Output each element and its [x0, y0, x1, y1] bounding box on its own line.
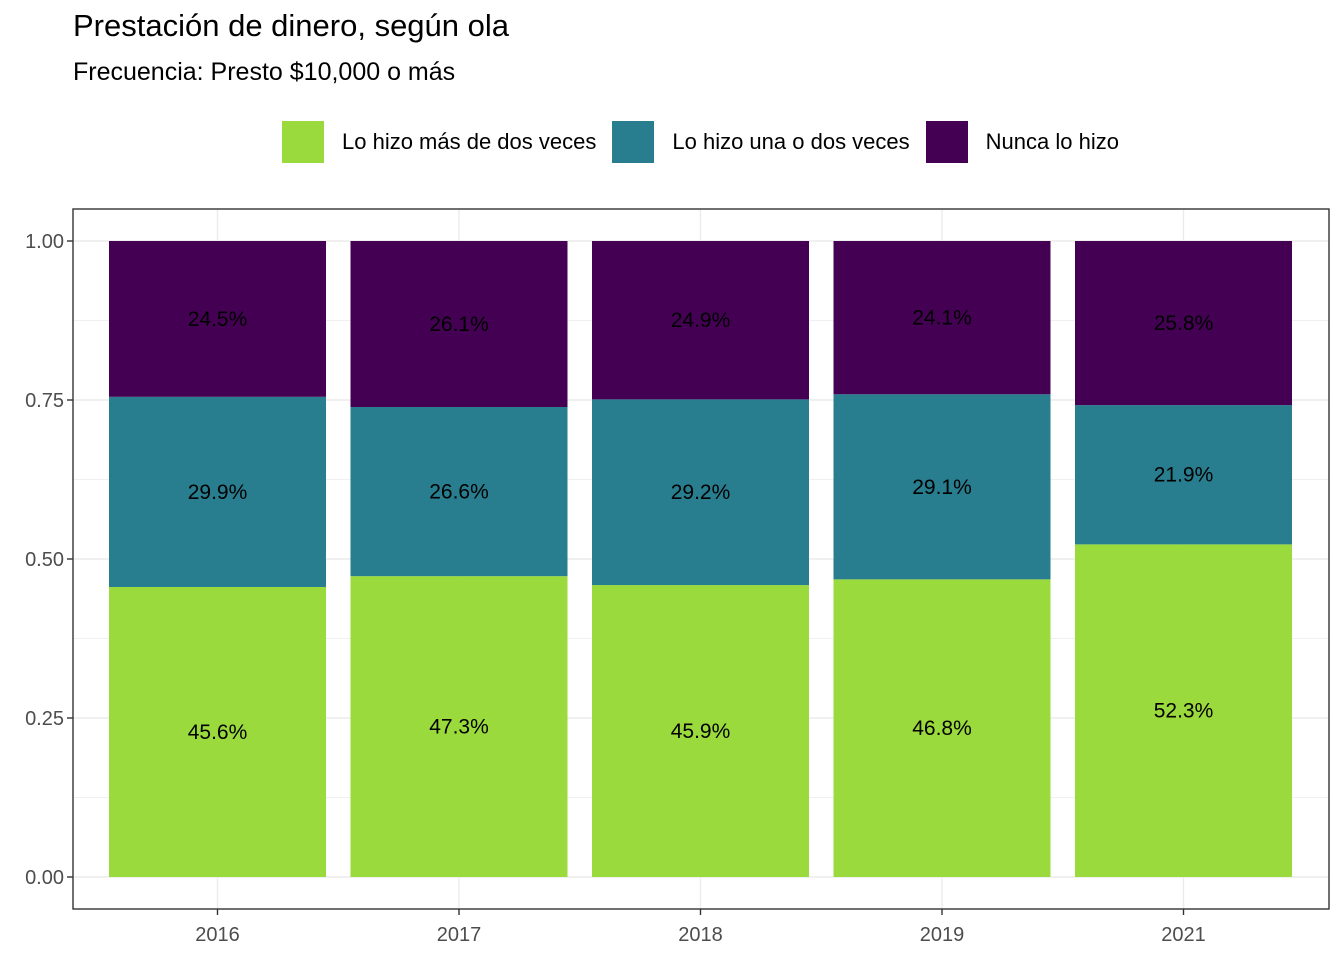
x-tick-label: 2017 — [437, 924, 482, 946]
data-label: 21.9% — [1154, 464, 1214, 487]
y-tick-label: 0.25 — [25, 708, 64, 730]
y-tick-label: 0.50 — [25, 549, 64, 571]
data-label: 29.1% — [912, 476, 972, 499]
data-label: 25.8% — [1154, 312, 1214, 335]
bar-segment — [350, 406, 568, 577]
legend-label: Lo hizo más de dos veces — [342, 129, 597, 154]
bar-segment — [1075, 405, 1292, 545]
data-label: 29.9% — [188, 481, 248, 504]
x-tick-label: 2018 — [678, 924, 723, 946]
legend-swatch — [925, 121, 968, 163]
y-tick-label: 1.00 — [25, 231, 64, 253]
chart-title: Prestación de dinero, según ola — [73, 8, 510, 43]
x-tick-label: 2019 — [920, 924, 965, 946]
legend-item-mas-de-dos-veces: Lo hizo más de dos veces — [282, 121, 596, 163]
bar-segment — [592, 241, 809, 400]
legend: Lo hizo más de dos veces Lo hizo una o d… — [282, 120, 1135, 164]
data-label: 24.1% — [912, 307, 972, 330]
bar-segment — [833, 579, 1051, 877]
bar-segment — [592, 399, 809, 586]
legend-item-nunca: Nunca lo hizo — [925, 121, 1119, 163]
y-tick-label: 0.00 — [25, 867, 64, 889]
y-tick-label: 0.75 — [25, 390, 64, 412]
data-label: 45.9% — [671, 720, 731, 743]
x-tick-label: 2021 — [1161, 924, 1206, 946]
legend-label: Nunca lo hizo — [985, 129, 1119, 154]
bar-segment — [109, 396, 326, 587]
legend-swatch — [612, 121, 655, 163]
bar-segment — [592, 585, 809, 877]
bar-segment — [109, 241, 326, 397]
bar-segment — [833, 241, 1051, 395]
data-label: 46.8% — [912, 717, 972, 740]
bar-segment — [833, 394, 1051, 580]
legend-swatch — [282, 121, 324, 163]
bar-segment — [1075, 544, 1292, 877]
data-label: 24.9% — [671, 309, 731, 332]
data-label: 29.2% — [671, 481, 731, 504]
bar-segment — [109, 586, 326, 877]
bar-segment — [1075, 241, 1292, 406]
legend-label: Lo hizo una o dos veces — [672, 129, 910, 154]
chart-subtitle: Frecuencia: Presto $10,000 o más — [73, 58, 456, 86]
data-label: 47.3% — [429, 716, 489, 739]
data-label: 24.5% — [188, 308, 248, 331]
data-label: 26.6% — [429, 481, 489, 504]
x-tick-label: 2016 — [195, 924, 240, 946]
bar-segment — [350, 576, 568, 877]
bar-segment — [350, 241, 568, 407]
data-label: 45.6% — [188, 721, 248, 744]
data-label: 52.3% — [1154, 700, 1214, 723]
legend-item-una-o-dos-veces: Lo hizo una o dos veces — [612, 121, 910, 163]
data-label: 26.1% — [429, 313, 489, 336]
